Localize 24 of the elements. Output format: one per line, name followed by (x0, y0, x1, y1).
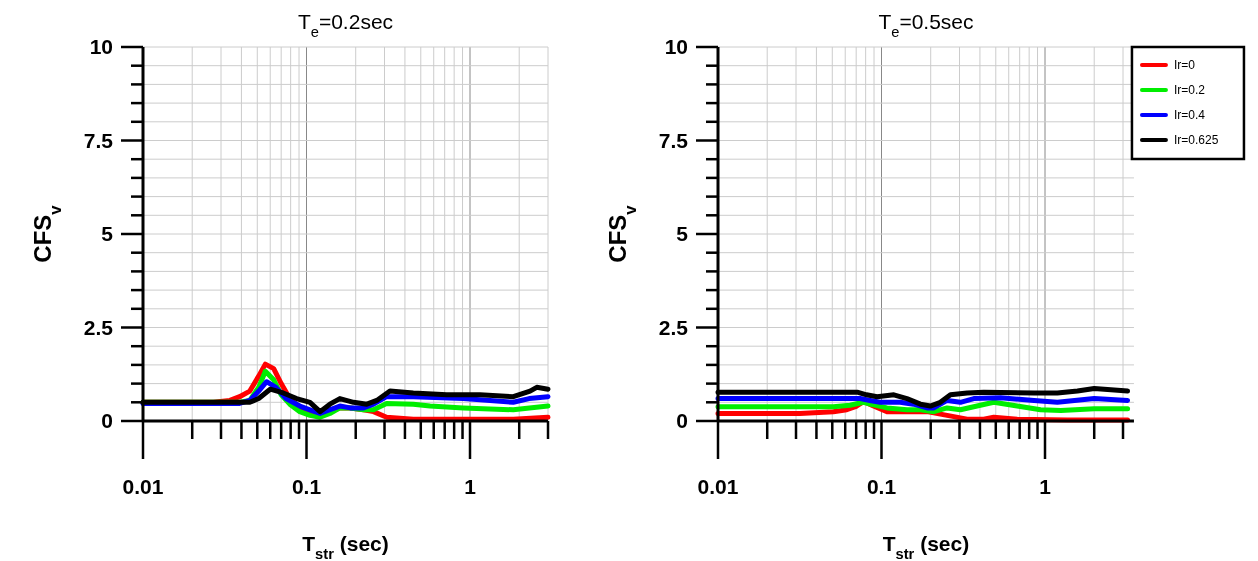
y-tick-label: 0 (676, 409, 688, 433)
x-axis-title: T$_{str}$ (sec) (882, 532, 970, 561)
y-tick-label: 10 (664, 35, 688, 59)
y-tick-label: 7.5 (658, 128, 689, 152)
y-tick-label: 7.5 (83, 128, 114, 152)
x-axis-title: T$_{str}$ (sec) (302, 532, 389, 561)
legend-label: Ir=0.2 (1173, 83, 1206, 98)
legend-label: Ir=0 (1173, 58, 1196, 73)
y-tick-label: 2.5 (83, 315, 114, 339)
y-tick-label: 2.5 (658, 315, 689, 339)
x-tick-label: 0.01 (697, 475, 739, 498)
chart-title: T$_{e}$=0.5sec (878, 10, 974, 40)
x-tick-label: 0.1 (291, 475, 322, 498)
y-tick-label: 10 (89, 35, 113, 59)
y-tick-label: 5 (101, 222, 114, 246)
y-tick-label: 0 (101, 409, 113, 433)
legend-label: Ir=0.625 (1173, 133, 1219, 148)
y-tick-label: 5 (676, 222, 689, 246)
x-tick-label: 0.1 (866, 475, 897, 498)
x-tick-label: 1 (464, 475, 477, 498)
chart-title: T$_{e}$=0.2sec (297, 10, 394, 40)
x-tick-label: 0.01 (122, 475, 164, 498)
legend-label: Ir=0.4 (1173, 108, 1206, 123)
x-tick-label: 1 (1039, 475, 1052, 498)
